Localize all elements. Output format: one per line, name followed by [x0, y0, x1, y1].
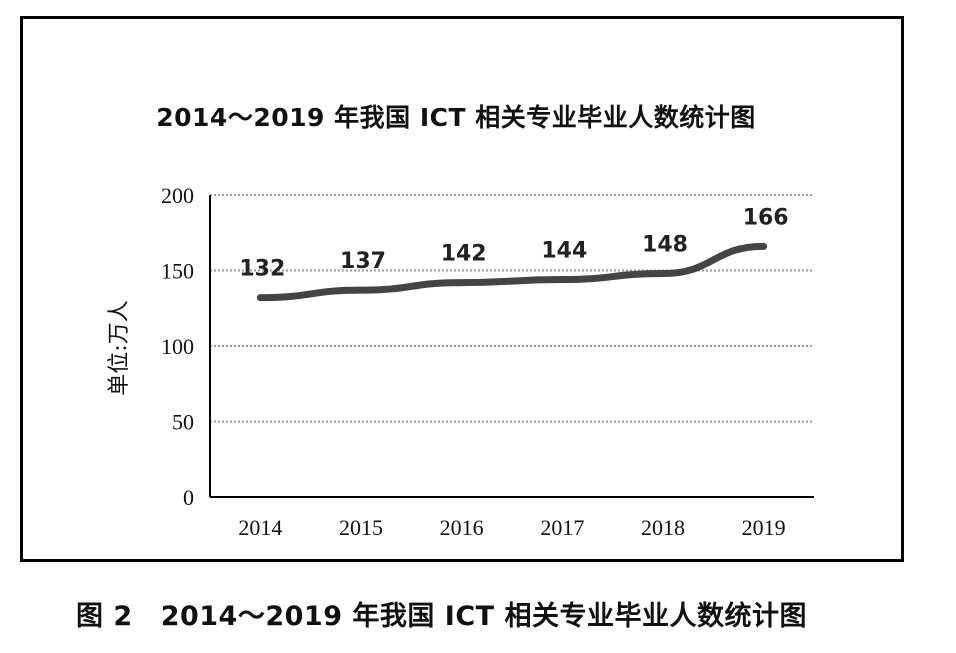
- x-tick-2019: 2019: [742, 515, 786, 540]
- series-line-path: [256, 242, 768, 302]
- data-label-2017: 144: [541, 239, 587, 264]
- chart-title: 2014～2019 年我国 ICT 相关专业毕业人数统计图: [156, 103, 756, 132]
- y-tick-1: 50: [172, 410, 194, 435]
- y-tick-labels: 0 50 100 150 200: [161, 183, 194, 510]
- figure-caption: 图 2 2014～2019 年我国 ICT 相关专业毕业人数统计图: [70, 594, 930, 633]
- x-tick-2016: 2016: [440, 515, 484, 540]
- y-tick-4: 200: [161, 183, 194, 208]
- data-label-2019: 166: [743, 205, 789, 230]
- x-tick-2018: 2018: [641, 515, 685, 540]
- x-tick-2015: 2015: [339, 515, 383, 540]
- figure-number: 图 2: [76, 601, 133, 632]
- y-axis-label: 单位:万人: [107, 300, 132, 395]
- caption-text: 2014～2019 年我国 ICT 相关专业毕业人数统计图: [160, 601, 807, 632]
- data-labels: 132 137 142 144 148 166: [239, 205, 788, 281]
- series-line: [256, 242, 768, 302]
- y-tick-0: 0: [183, 485, 194, 510]
- axes: [209, 195, 814, 498]
- data-label-2018: 148: [642, 233, 688, 258]
- y-tick-2: 100: [161, 334, 194, 359]
- y-tick-3: 150: [161, 259, 194, 284]
- data-label-2016: 142: [441, 242, 487, 267]
- data-label-2014: 132: [239, 257, 285, 282]
- grid-lines: [210, 194, 814, 423]
- data-label-2015: 137: [340, 249, 386, 274]
- chart-frame: [20, 16, 904, 562]
- x-tick-labels: 2014 2015 2016 2017 2018 2019: [238, 515, 785, 540]
- x-tick-2014: 2014: [238, 515, 282, 540]
- x-tick-2017: 2017: [540, 515, 584, 540]
